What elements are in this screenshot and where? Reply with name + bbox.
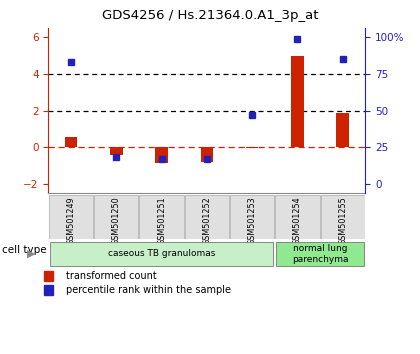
Bar — [50, 242, 273, 266]
Text: GDS4256 / Hs.21364.0.A1_3p_at: GDS4256 / Hs.21364.0.A1_3p_at — [102, 9, 318, 22]
Text: GSM501249: GSM501249 — [66, 196, 76, 245]
Text: GSM501255: GSM501255 — [338, 196, 347, 245]
Bar — [291, 56, 304, 147]
Bar — [110, 147, 123, 155]
Bar — [336, 113, 349, 147]
Bar — [65, 137, 77, 147]
Bar — [320, 195, 365, 239]
Bar — [155, 147, 168, 163]
Bar — [94, 195, 139, 239]
Text: GSM501254: GSM501254 — [293, 196, 302, 245]
Text: GSM501253: GSM501253 — [248, 196, 257, 245]
Bar — [185, 195, 229, 239]
Bar — [275, 195, 320, 239]
Bar — [200, 147, 213, 162]
Bar — [44, 271, 53, 281]
Bar — [139, 195, 184, 239]
Bar — [276, 242, 364, 266]
Text: GSM501252: GSM501252 — [202, 196, 211, 245]
Bar — [49, 195, 93, 239]
Bar — [246, 147, 258, 148]
Text: normal lung
parenchyma: normal lung parenchyma — [292, 244, 348, 264]
Text: ▶: ▶ — [27, 249, 36, 259]
Text: percentile rank within the sample: percentile rank within the sample — [66, 285, 231, 295]
Text: cell type: cell type — [2, 245, 47, 256]
Text: GSM501251: GSM501251 — [157, 196, 166, 245]
Text: caseous TB granulomas: caseous TB granulomas — [108, 250, 215, 258]
Bar — [230, 195, 274, 239]
Bar — [44, 285, 53, 295]
Text: transformed count: transformed count — [66, 271, 157, 281]
Text: GSM501250: GSM501250 — [112, 196, 121, 245]
